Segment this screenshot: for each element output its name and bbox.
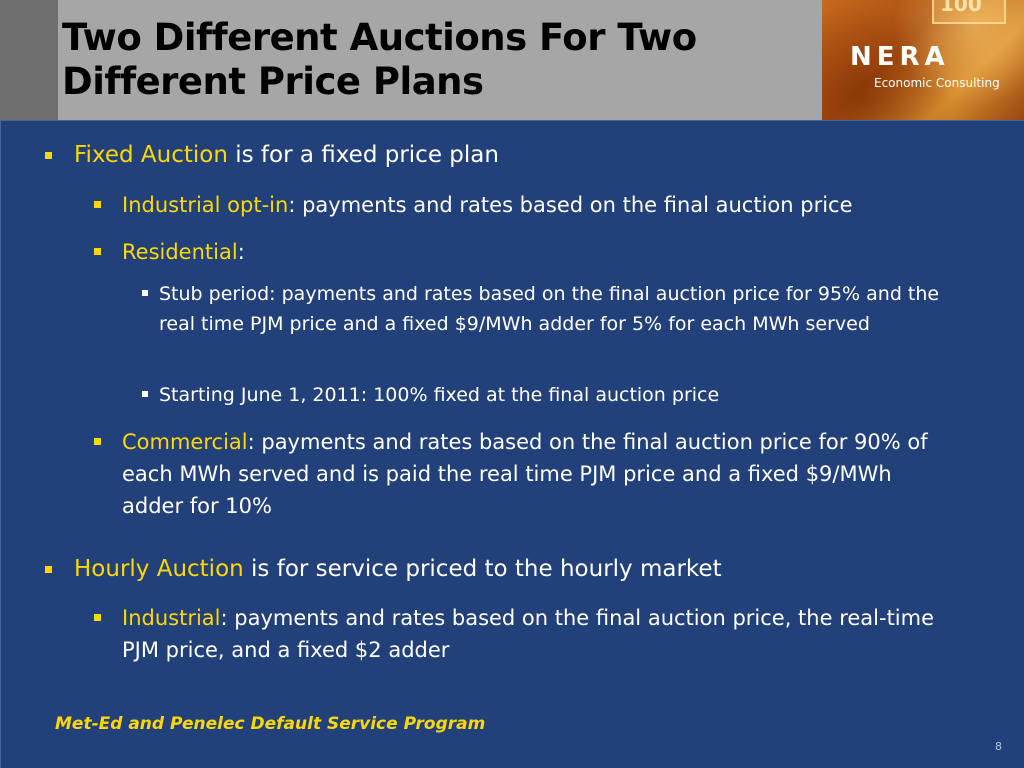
square-bullet-icon xyxy=(94,438,101,445)
bullet-text: is for service priced to the hourly mark… xyxy=(243,556,722,582)
bullet-commercial: Commercial: payments and rates based on … xyxy=(94,426,954,522)
square-bullet-icon xyxy=(94,614,101,621)
bullet-label: Fixed Auction xyxy=(74,142,228,168)
bullet-label: Residential xyxy=(122,240,238,264)
banknote-graphic xyxy=(932,0,1006,24)
bullet-text: : payments and rates based on the final … xyxy=(288,193,853,217)
bullet-stub-period: Stub period: payments and rates based on… xyxy=(142,279,972,339)
logo-name: NERA xyxy=(850,42,950,72)
bullet-text: Starting June 1, 2011: 100% fixed at the… xyxy=(159,384,720,406)
bullet-label: Commercial xyxy=(122,430,248,454)
logo-number: 100 xyxy=(940,0,982,16)
nera-logo: 100 NERA Economic Consulting xyxy=(822,0,1024,120)
bullet-text: : xyxy=(237,240,245,264)
slide-header: Two Different Auctions For Two Different… xyxy=(0,0,1024,120)
bullet-label: Industrial opt-in xyxy=(122,193,289,217)
square-bullet-icon xyxy=(142,290,148,296)
bullet-label: Industrial xyxy=(122,606,221,630)
bullet-starting-june: Starting June 1, 2011: 100% fixed at the… xyxy=(142,380,972,410)
bullet-label: Hourly Auction xyxy=(74,556,244,582)
bullet-hourly-auction: Hourly Auction is for service priced to … xyxy=(45,554,985,584)
square-bullet-icon xyxy=(45,566,52,573)
bullet-industrial-opt-in: Industrial opt-in: payments and rates ba… xyxy=(94,189,1004,221)
square-bullet-icon xyxy=(94,248,101,255)
bullet-residential: Residential: xyxy=(94,236,1004,268)
bullet-industrial: Industrial: payments and rates based on … xyxy=(94,602,974,666)
bullet-text: : payments and rates based on the final … xyxy=(122,606,935,662)
slide-title: Two Different Auctions For Two Different… xyxy=(62,16,697,103)
bullet-text: Stub period: payments and rates based on… xyxy=(159,283,940,335)
bullet-text: is for a fixed price plan xyxy=(227,142,499,168)
square-bullet-icon xyxy=(142,391,148,397)
bullet-text: : payments and rates based on the final … xyxy=(122,430,928,518)
slide-footer: Met-Ed and Penelec Default Service Progr… xyxy=(55,714,486,734)
page-number: 8 xyxy=(995,740,1002,753)
square-bullet-icon xyxy=(94,201,101,208)
bullet-fixed-auction: Fixed Auction is for a fixed price plan xyxy=(45,140,985,170)
header-accent-bar xyxy=(0,0,58,120)
square-bullet-icon xyxy=(45,152,52,159)
slide-content xyxy=(0,120,1024,768)
logo-subtitle: Economic Consulting xyxy=(874,76,1000,90)
